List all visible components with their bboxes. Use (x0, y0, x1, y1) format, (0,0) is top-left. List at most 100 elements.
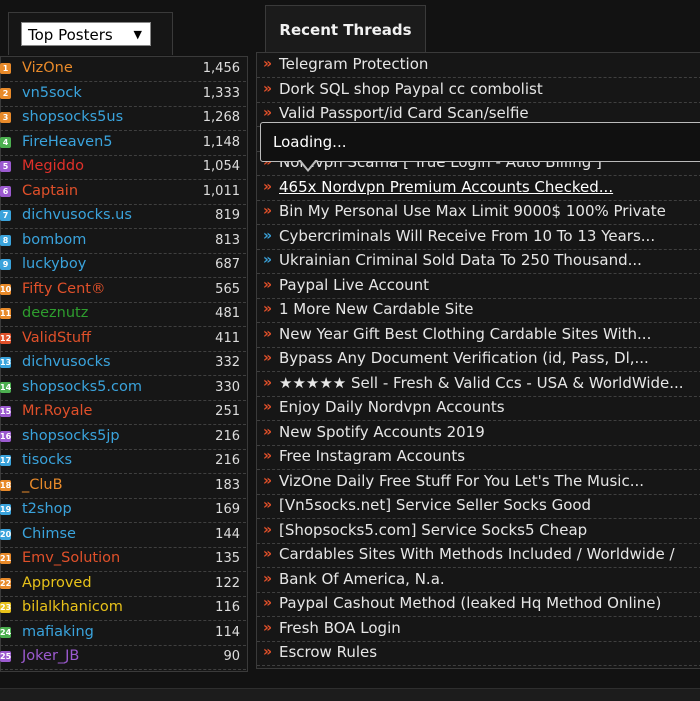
thread-title-link[interactable]: Cardables Sites With Methods Included / … (279, 545, 675, 563)
thread-title-link[interactable]: [Shopsocks5.com] Service Socks5 Cheap (279, 520, 588, 539)
thread-row: » New Year Gift Best Clothing Cardable Si… (257, 323, 700, 348)
post-count: 1,268 (202, 110, 240, 125)
post-count: 1,456 (202, 61, 240, 76)
thread-row: » Escrow Rules (257, 641, 700, 666)
thread-title-link[interactable]: Bin My Personal Use Max Limit 9000$ 100%… (279, 202, 666, 220)
thread-title-link[interactable]: New Spotify Accounts 2019 (279, 422, 485, 441)
rank-badge: 14 (0, 381, 12, 393)
poster-row: 5 Megiddo 1,054 (0, 155, 246, 180)
double-chevron-right-icon: » (263, 497, 272, 513)
post-count: 183 (215, 477, 240, 493)
rank-badge: 12 (0, 332, 12, 344)
thread-title-link[interactable]: Cybercriminals Will Receive From 10 To 1… (279, 226, 656, 245)
poster-row: 2 vn5sock 1,333 (0, 82, 246, 107)
thread-title-link[interactable]: ★★★★★ Sell - Fresh & Valid Ccs - USA & W… (279, 373, 684, 392)
thread-title-link[interactable]: Dork SQL shop Paypal cc combolist (279, 79, 543, 98)
thread-title-link[interactable]: Free Instagram Accounts (279, 447, 466, 465)
poster-name-link[interactable]: Captain (22, 182, 79, 199)
poster-name-link[interactable]: deeznutz (22, 305, 89, 321)
thread-row: » [Shopsocks5.com] Service Socks5 Cheap (257, 519, 700, 544)
double-chevron-right-icon: » (263, 521, 272, 538)
poster-name-link[interactable]: Emv_Solution (22, 550, 121, 566)
rank-badge: 19 (0, 504, 12, 515)
poster-name-link[interactable]: t2shop (22, 501, 72, 517)
post-count: 411 (215, 330, 240, 346)
top-posters-select[interactable]: Top Posters ▼ (21, 22, 151, 46)
thread-title-link[interactable]: 465x Nordvpn Premium Accounts Checked... (279, 177, 614, 196)
post-count: 1,011 (202, 183, 240, 199)
poster-name-link[interactable]: Chimse (22, 525, 76, 542)
poster-name-link[interactable]: shopsocks5us (22, 109, 124, 125)
poster-name-link[interactable]: luckyboy (22, 256, 87, 272)
post-count: 813 (215, 232, 240, 248)
thread-row: » [Vn5socks.net] Service Seller Socks Goo… (257, 494, 700, 519)
poster-row: 11 deeznutz 481 (0, 302, 246, 327)
poster-row: 21 Emv_Solution 135 (0, 547, 246, 572)
poster-row: 16 shopsocks5jp 216 (0, 425, 246, 450)
post-count: 90 (223, 649, 240, 664)
poster-name-link[interactable]: mafiaking (22, 623, 94, 640)
poster-row: 1 VizOne 1,456 (0, 57, 246, 82)
double-chevron-right-icon: » (263, 399, 272, 415)
double-chevron-right-icon: » (263, 178, 272, 195)
poster-row: 10 Fifty Cent® 565 (0, 278, 246, 303)
poster-name-link[interactable]: Megiddo (22, 158, 84, 174)
poster-name-link[interactable]: VizOne (22, 60, 73, 76)
poster-row: 6 Captain 1,011 (0, 180, 246, 205)
thread-title-link[interactable]: Fresh BOA Login (279, 618, 401, 637)
poster-name-link[interactable]: bilalkhanicom (22, 599, 123, 615)
poster-name-link[interactable]: dichvusocks (22, 354, 111, 370)
thread-title-link[interactable]: VizOne Daily Free Stuff For You Let's Th… (279, 471, 645, 490)
post-count: 330 (215, 379, 240, 395)
poster-name-link[interactable]: Fifty Cent® (22, 280, 106, 297)
thread-title-link[interactable]: Paypal Cashout Method (leaked Hq Method … (279, 594, 662, 612)
thread-title-link[interactable]: New Year Gift Best Clothing Cardable Sit… (279, 324, 652, 343)
rank-badge: 22 (0, 577, 12, 589)
thread-row: » Telegram Protection (257, 53, 700, 78)
poster-name-link[interactable]: Mr.Royale (22, 403, 93, 419)
double-chevron-right-icon: » (263, 80, 272, 97)
poster-row: 23 bilalkhanicom 116 (0, 596, 246, 621)
poster-row: 25 Joker_JB 90 (0, 645, 246, 670)
post-count: 144 (215, 526, 240, 542)
thread-title-link[interactable]: 1 More New Cardable Site (279, 300, 474, 318)
post-count: 565 (215, 281, 240, 297)
double-chevron-right-icon: » (263, 595, 272, 611)
thread-title-link[interactable]: Valid Passport/id Card Scan/selfie (279, 104, 529, 122)
poster-row: 4 FireHeaven5 1,148 (0, 131, 246, 156)
thread-title-link[interactable]: Telegram Protection (279, 55, 429, 73)
poster-name-link[interactable]: tisocks (22, 452, 73, 468)
double-chevron-right-icon: » (263, 227, 272, 244)
thread-row: » Dork SQL shop Paypal cc combolist (257, 78, 700, 103)
poster-name-link[interactable]: vn5sock (22, 84, 82, 101)
poster-name-link[interactable]: _CluB (22, 476, 63, 493)
poster-name-link[interactable]: shopsocks5.com (22, 378, 142, 395)
double-chevron-right-icon: » (263, 472, 272, 489)
thread-title-link[interactable]: Enjoy Daily Nordvpn Accounts (279, 398, 505, 416)
rank-badge: 25 (0, 651, 12, 662)
thread-title-link[interactable]: Bypass Any Document Verification (id, Pa… (279, 349, 649, 367)
tab-recent-threads[interactable]: Recent Threads (265, 5, 426, 52)
poster-row: 14 shopsocks5.com 330 (0, 376, 246, 401)
poster-name-link[interactable]: dichvusocks.us (22, 207, 132, 223)
poster-name-link[interactable]: Joker_JB (22, 648, 80, 664)
thread-title-link[interactable]: Paypal Live Account (279, 275, 430, 294)
poster-name-link[interactable]: bombom (22, 231, 87, 248)
poster-name-link[interactable]: shopsocks5jp (22, 427, 120, 444)
thread-title-link[interactable]: Escrow Rules (279, 643, 378, 661)
poster-row: 13 dichvusocks 332 (0, 351, 246, 376)
post-count: 135 (215, 551, 240, 566)
poster-name-link[interactable]: Approved (22, 574, 92, 591)
poster-row: 8 bombom 813 (0, 229, 246, 254)
thread-title-link[interactable]: Bank Of America, N.a. (279, 569, 445, 588)
thread-title-link[interactable]: Ukrainian Criminal Sold Data To 250 Thou… (279, 251, 642, 269)
poster-name-link[interactable]: FireHeaven5 (22, 133, 113, 150)
thread-title-link[interactable]: [Vn5socks.net] Service Seller Socks Good (279, 496, 592, 514)
post-count: 1,054 (202, 159, 240, 174)
poster-name-link[interactable]: ValidStuff (22, 329, 92, 346)
poster-row: 7 dichvusocks.us 819 (0, 204, 246, 229)
double-chevron-right-icon: » (263, 301, 272, 317)
thread-row: » Free Instagram Accounts (257, 445, 700, 470)
top-posters-panel (0, 56, 248, 672)
post-count: 1,333 (202, 85, 240, 101)
